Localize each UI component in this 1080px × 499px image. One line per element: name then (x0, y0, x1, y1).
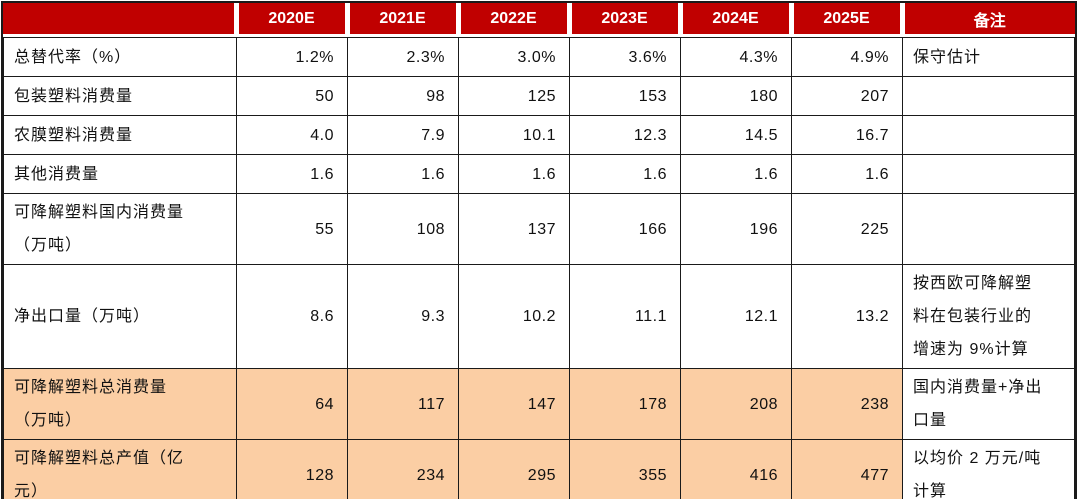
cell-value: 7.9 (347, 115, 459, 155)
cell-value: 225 (791, 193, 903, 265)
cell-value: 1.6 (236, 154, 348, 194)
cell-value: 117 (347, 368, 459, 440)
cell-value: 1.6 (680, 154, 792, 194)
row-label: 包装塑料消费量 (3, 76, 237, 116)
cell-value: 1.2% (236, 37, 348, 77)
row-label: 可降解塑料总产值（亿 元） (3, 439, 237, 499)
cell-value: 208 (680, 368, 792, 440)
cell-value: 477 (791, 439, 903, 499)
table-header: 2020E 2021E 2022E 2023E 2024E 2025E 备注 (3, 3, 1075, 34)
cell-value: 4.0 (236, 115, 348, 155)
cell-value: 355 (569, 439, 681, 499)
cell-value: 64 (236, 368, 348, 440)
cell-value: 153 (569, 76, 681, 116)
cell-value: 55 (236, 193, 348, 265)
row-label: 总替代率（%） (3, 37, 237, 77)
header-year-2023e: 2023E (566, 3, 680, 34)
cell-value: 180 (680, 76, 792, 116)
cell-value: 9.3 (347, 264, 459, 369)
row-note: 以均价 2 万元/吨 计算 (902, 439, 1075, 499)
cell-value: 125 (458, 76, 570, 116)
cell-value: 12.1 (680, 264, 792, 369)
header-row: 2020E 2021E 2022E 2023E 2024E 2025E 备注 (3, 3, 1075, 34)
cell-value: 10.2 (458, 264, 570, 369)
cell-value: 2.3% (347, 37, 459, 77)
cell-value: 10.1 (458, 115, 570, 155)
row-label: 其他消费量 (3, 154, 237, 194)
cell-value: 16.7 (791, 115, 903, 155)
cell-value: 1.6 (458, 154, 570, 194)
cell-value: 98 (347, 76, 459, 116)
cell-value: 1.6 (569, 154, 681, 194)
table-row-agricultural-film: 农膜塑料消费量 4.0 7.9 10.1 12.3 14.5 16.7 (3, 115, 1075, 155)
cell-value: 11.1 (569, 264, 681, 369)
table-row-substitution-rate: 总替代率（%） 1.2% 2.3% 3.0% 3.6% 4.3% 4.9% 保守… (3, 37, 1075, 77)
cell-value: 234 (347, 439, 459, 499)
cell-value: 4.9% (791, 37, 903, 77)
row-note: 保守估计 (902, 37, 1075, 77)
cell-value: 416 (680, 439, 792, 499)
header-year-2024e: 2024E (677, 3, 791, 34)
row-note: 按西欧可降解塑 料在包装行业的 增速为 9%计算 (902, 264, 1075, 369)
table-row-total-consumption: 可降解塑料总消费量 （万吨） 64 117 147 178 208 238 国内… (3, 368, 1075, 440)
cell-value: 108 (347, 193, 459, 265)
cell-value: 295 (458, 439, 570, 499)
table-row-net-export: 净出口量（万吨） 8.6 9.3 10.2 11.1 12.1 13.2 按西欧… (3, 264, 1075, 369)
cell-value: 3.0% (458, 37, 570, 77)
header-year-2020e: 2020E (233, 3, 347, 34)
header-corner-cell (3, 3, 236, 34)
table-row-total-output-value: 可降解塑料总产值（亿 元） 128 234 295 355 416 477 以均… (3, 439, 1075, 499)
row-label: 净出口量（万吨） (3, 264, 237, 369)
row-note (902, 76, 1075, 116)
cell-value: 12.3 (569, 115, 681, 155)
cell-value: 137 (458, 193, 570, 265)
table-row-other-consumption: 其他消费量 1.6 1.6 1.6 1.6 1.6 1.6 (3, 154, 1075, 194)
cell-value: 207 (791, 76, 903, 116)
row-note (902, 154, 1075, 194)
cell-value: 1.6 (791, 154, 903, 194)
row-note (902, 115, 1075, 155)
cell-value: 238 (791, 368, 903, 440)
row-note: 国内消费量+净出 口量 (902, 368, 1075, 440)
cell-value: 196 (680, 193, 792, 265)
cell-value: 1.6 (347, 154, 459, 194)
cell-value: 14.5 (680, 115, 792, 155)
cell-value: 166 (569, 193, 681, 265)
cell-value: 3.6% (569, 37, 681, 77)
row-label: 农膜塑料消费量 (3, 115, 237, 155)
table-body: 总替代率（%） 1.2% 2.3% 3.0% 3.6% 4.3% 4.9% 保守… (3, 37, 1075, 499)
row-label: 可降解塑料总消费量 （万吨） (3, 368, 237, 440)
row-label: 可降解塑料国内消费量 （万吨） (3, 193, 237, 265)
cell-value: 13.2 (791, 264, 903, 369)
header-year-2022e: 2022E (455, 3, 569, 34)
cell-value: 128 (236, 439, 348, 499)
header-note-cell: 备注 (899, 3, 1075, 34)
cell-value: 8.6 (236, 264, 348, 369)
header-year-2025e: 2025E (788, 3, 902, 34)
table-row-packaging-plastic: 包装塑料消费量 50 98 125 153 180 207 (3, 76, 1075, 116)
cell-value: 178 (569, 368, 681, 440)
cell-value: 4.3% (680, 37, 792, 77)
table-row-domestic-consumption: 可降解塑料国内消费量 （万吨） 55 108 137 166 196 225 (3, 193, 1075, 265)
cell-value: 147 (458, 368, 570, 440)
cell-value: 50 (236, 76, 348, 116)
header-year-2021e: 2021E (344, 3, 458, 34)
row-note (902, 193, 1075, 265)
